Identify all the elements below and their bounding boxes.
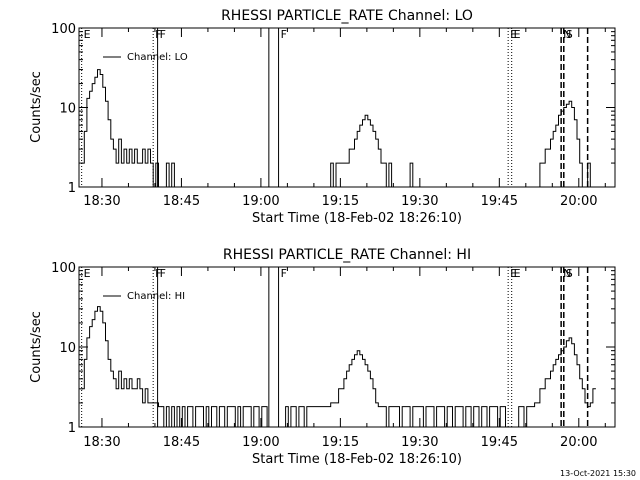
x-tick-label: 19:30 (401, 194, 438, 209)
series-line (537, 100, 586, 188)
y-tick-label: 10 (59, 102, 76, 117)
event-marker-label: E (84, 267, 91, 280)
panel-hi: RHESSI PARTICLE_RATE Channel: HI Start Ti… (29, 247, 616, 467)
series-line (585, 162, 594, 188)
event-marker-label: E (510, 267, 517, 280)
x-tick-label: 19:30 (401, 435, 438, 450)
series-line (81, 69, 162, 188)
x-tick-label: 18:30 (83, 194, 120, 209)
event-marker-label: E (84, 28, 91, 41)
series-line (161, 406, 271, 428)
legend-label: Channel: LO (127, 52, 188, 63)
footer-timestamp: 13-Oct-2021 15:30 (560, 469, 636, 478)
x-tick-label: 19:15 (322, 194, 359, 209)
event-marker-label: S (566, 267, 573, 280)
event-marker-label: E (514, 267, 521, 280)
event-marker-label: F (160, 28, 166, 41)
series-line (81, 306, 162, 408)
y-tick-label: 10 (59, 341, 76, 356)
series-line (328, 114, 395, 188)
x-axis-label: Start Time (18-Feb-02 18:26:10) (252, 452, 462, 467)
x-tick-label: 19:45 (481, 194, 518, 209)
x-tick-label: 19:00 (242, 194, 279, 209)
event-marker-label: S (566, 28, 573, 41)
series-line (516, 337, 596, 428)
series-line (283, 350, 509, 428)
event-marker-label: E (510, 28, 517, 41)
y-tick-label: 1 (68, 181, 76, 196)
x-tick-label: 20:00 (560, 435, 597, 450)
series-line (163, 162, 178, 188)
x-tick-label: 19:45 (481, 435, 518, 450)
event-marker-label: F (281, 28, 287, 41)
legend-label: Channel: HI (127, 291, 185, 302)
event-marker-label: E (514, 28, 521, 41)
y-axis-label: Counts/sec (29, 71, 44, 143)
event-marker-label: F (155, 267, 161, 280)
x-tick-label: 18:30 (83, 435, 120, 450)
y-tick-label: 1 (68, 421, 76, 436)
event-marker-label: F (160, 267, 166, 280)
x-axis-label: Start Time (18-Feb-02 18:26:10) (252, 211, 462, 226)
chart-title: RHESSI PARTICLE_RATE Channel: HI (223, 247, 471, 263)
y-axis-label: Counts/sec (29, 311, 44, 383)
x-tick-label: 18:45 (163, 194, 200, 209)
y-tick-label: 100 (51, 261, 76, 276)
event-marker-label: N (563, 267, 571, 280)
event-marker-label: F (155, 28, 161, 41)
panel-lo: RHESSI PARTICLE_RATE Channel: LO Start Ti… (29, 8, 616, 226)
event-marker-label: N (563, 28, 571, 41)
event-marker-label: F (281, 267, 287, 280)
x-tick-label: 18:45 (163, 435, 200, 450)
series-line (407, 162, 416, 188)
x-tick-label: 19:00 (242, 435, 279, 450)
x-tick-label: 20:00 (560, 194, 597, 209)
y-tick-label: 100 (51, 22, 76, 37)
chart-title: RHESSI PARTICLE_RATE Channel: LO (221, 8, 473, 24)
x-tick-label: 19:15 (322, 435, 359, 450)
